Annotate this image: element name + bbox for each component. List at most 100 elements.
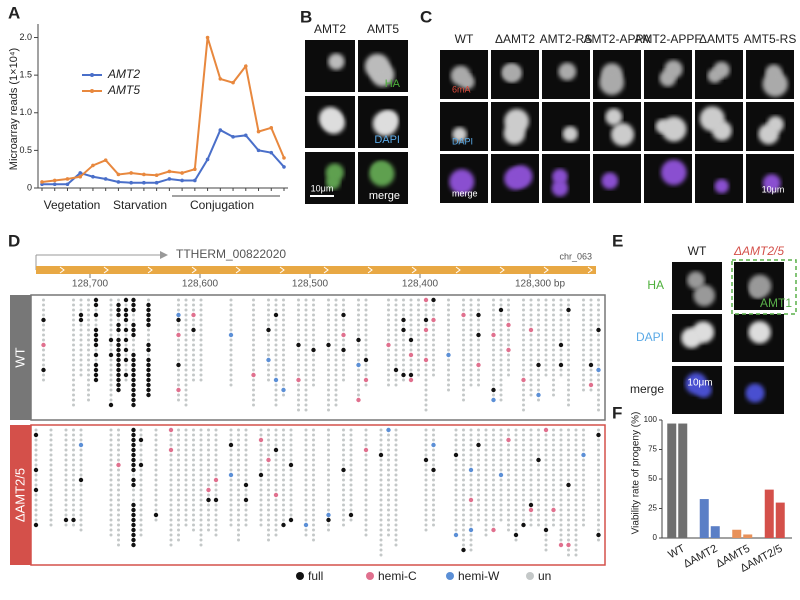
methylation-dot [342, 358, 345, 362]
group-label: ΔAMT2/5 [12, 468, 27, 522]
methylation-dot [567, 333, 570, 337]
methylation-dot [244, 478, 248, 482]
methylation-dot [49, 523, 53, 527]
methylation-dot [484, 483, 488, 487]
methylation-dot [499, 518, 503, 522]
methylation-dot [477, 428, 480, 432]
methylation-dot [147, 298, 150, 302]
methylation-dot [109, 463, 113, 467]
methylation-dot [409, 313, 413, 317]
methylation-dot [447, 378, 450, 382]
methylation-dot [567, 358, 570, 362]
methylation-dot [184, 323, 188, 327]
methylation-dot [72, 393, 75, 397]
methylation-dot [72, 468, 75, 472]
methylation-dot [558, 542, 564, 548]
methylation-dot [567, 443, 570, 447]
methylation-dot [409, 308, 413, 312]
methylation-dot [552, 333, 555, 337]
methylation-dot [409, 358, 413, 362]
methylation-dot [387, 478, 390, 482]
methylation-dot [447, 323, 450, 327]
methylation-dot [199, 353, 203, 357]
methylation-dot [507, 508, 510, 512]
methylation-dot [409, 368, 413, 372]
methylation-dot [267, 303, 270, 307]
methylation-dot [259, 458, 263, 462]
methylation-dot [312, 493, 315, 497]
methylation-dot [146, 382, 151, 388]
channel-label: HA [385, 78, 401, 90]
methylation-dot [289, 493, 293, 497]
methylation-dot [484, 428, 488, 432]
methylation-dot [462, 443, 465, 447]
methylation-dot [192, 473, 195, 477]
methylation-dot [229, 498, 233, 502]
bar [743, 534, 753, 538]
methylation-dot [289, 458, 293, 462]
methylation-dot [432, 463, 435, 467]
methylation-dot [109, 348, 113, 352]
methylation-dot [499, 378, 503, 382]
methylation-dot [177, 503, 180, 507]
methylation-dot [109, 383, 113, 387]
methylation-dot [79, 483, 83, 487]
methylation-dot [484, 473, 488, 477]
methylation-dot [274, 458, 278, 462]
methylation-dot [537, 388, 540, 392]
methylation-dot [544, 538, 548, 542]
methylation-dot [64, 473, 68, 477]
methylation-dot [199, 323, 203, 327]
methylation-dot [267, 378, 270, 382]
methylation-dot [274, 403, 278, 407]
methylation-dot [567, 553, 570, 557]
methylation-dot [297, 388, 300, 392]
methylation-dot [596, 532, 601, 538]
methylation-dot [477, 493, 480, 497]
point [91, 163, 95, 168]
methylation-dot [499, 428, 503, 432]
methylation-dot [267, 463, 270, 467]
methylation-dot [252, 323, 255, 327]
methylation-dot [87, 393, 90, 397]
methylation-dot [552, 438, 555, 442]
methylation-dot [432, 438, 435, 442]
methylation-dot [342, 458, 345, 462]
methylation-dot [552, 463, 555, 467]
methylation-dot [169, 543, 173, 547]
column-label: ΔAMT2/5 [733, 244, 784, 258]
methylation-dot [177, 303, 180, 307]
methylation-dot [117, 443, 120, 447]
methylation-dot [154, 473, 158, 477]
methylation-dot [597, 353, 600, 357]
point [180, 178, 184, 183]
methylation-dot [552, 313, 555, 317]
methylation-dot [139, 458, 143, 462]
methylation-dot [552, 488, 555, 492]
methylation-dot [417, 348, 420, 352]
methylation-dot [93, 372, 99, 378]
methylation-dot [304, 348, 308, 352]
methylation-dot [282, 438, 285, 442]
methylation-dot [537, 453, 540, 457]
methylation-dot [544, 513, 548, 517]
y-tick-label: 75 [648, 445, 657, 454]
methylation-dot [139, 528, 143, 532]
methylation-dot [341, 467, 346, 473]
methylation-dot [431, 442, 436, 448]
cell [328, 53, 345, 70]
y-axis-label: Viability rate of progeny (%) [631, 412, 642, 535]
methylation-dot [289, 478, 293, 482]
methylation-dot [454, 503, 458, 507]
point [52, 178, 57, 183]
methylation-dot [454, 463, 458, 467]
methylation-dot [462, 533, 465, 537]
methylation-dot [357, 373, 360, 377]
methylation-dot [477, 328, 480, 332]
methylation-dot [304, 338, 308, 342]
methylation-dot [116, 382, 121, 388]
methylation-dot [229, 308, 233, 312]
methylation-dot [72, 373, 75, 377]
methylation-dot [379, 538, 383, 542]
methylation-dot [507, 523, 510, 527]
